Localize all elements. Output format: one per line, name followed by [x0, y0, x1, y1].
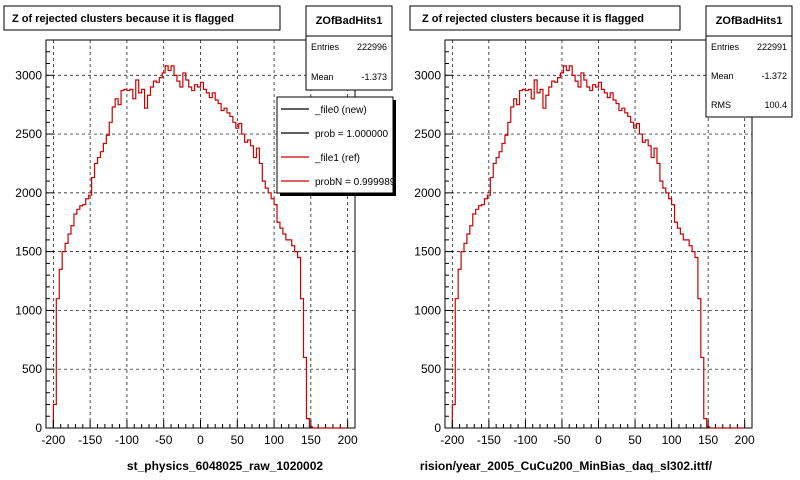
- x-tick-label: -200: [440, 433, 464, 447]
- y-tick-label: 0: [434, 421, 441, 435]
- stats-value: 222996: [357, 42, 387, 52]
- x-tick-label: 100: [662, 433, 682, 447]
- y-tick-label: 500: [421, 362, 441, 376]
- axes: -200 -150 -100 -50 0 50 100 150 2000500100015002…: [15, 51, 358, 447]
- histogram-line-ref: [52, 65, 348, 429]
- y-tick-label: 2000: [414, 186, 441, 200]
- axes: -200 -150 -100 -50 0 50 100 150 2000500100015002…: [414, 51, 755, 447]
- title-box: Z of rejected clusters because it is fla…: [3, 5, 281, 31]
- right-histogram-panel: -200 -150 -100 -50 0 50 100 150 2000500100015002…: [409, 5, 793, 473]
- x-tick-label: 50: [628, 433, 642, 447]
- stats-label: Mean: [311, 72, 334, 82]
- y-tick-label: 2500: [414, 127, 441, 141]
- y-tick-label: 1500: [414, 245, 441, 259]
- x-tick-label: -100: [115, 433, 139, 447]
- stats-label: Entries: [711, 42, 740, 52]
- grid: [46, 40, 355, 428]
- stats-box: ZOfBadHits1 Entries 222991 Mean -1.372 RMS 100…: [705, 5, 793, 118]
- chart-title: Z of rejected clusters because it is fla…: [422, 13, 644, 25]
- y-tick-label: 0: [35, 421, 42, 435]
- stats-label: Entries: [311, 42, 340, 52]
- x-tick-label: 200: [338, 433, 358, 447]
- legend-entry: probN = 0.999989: [315, 177, 396, 188]
- legend-entry: _file1 (ref): [314, 153, 360, 164]
- x-axis-label: rision/year_2005_CuCu200_MinBias_daq_sl3…: [420, 459, 713, 473]
- x-tick-label: -100: [513, 433, 537, 447]
- stats-label: Mean: [711, 71, 734, 81]
- x-tick-label: -50: [155, 433, 173, 447]
- stats-title: ZOfBadHits1: [316, 15, 383, 27]
- y-tick-label: 2000: [15, 186, 42, 200]
- stats-label: RMS: [711, 100, 731, 110]
- x-axis-label: st_physics_6048025_raw_1020002: [127, 459, 323, 473]
- stats-title: ZOfBadHits1: [716, 15, 783, 27]
- left-histogram-panel: -200 -150 -100 -50 0 50 100 150 2000500100015002…: [3, 5, 396, 473]
- x-tick-label: 150: [698, 433, 718, 447]
- stats-value: -1.373: [361, 72, 387, 82]
- y-tick-label: 2500: [15, 127, 42, 141]
- stats-value: 100.4: [764, 100, 787, 110]
- x-tick-label: -150: [78, 433, 102, 447]
- y-tick-label: 1000: [414, 303, 441, 317]
- x-tick-label: 100: [264, 433, 284, 447]
- chart-title: Z of rejected clusters because it is fla…: [12, 13, 234, 25]
- x-tick-label: 50: [231, 433, 245, 447]
- x-tick-label: -50: [553, 433, 571, 447]
- title-box: Z of rejected clusters because it is fla…: [409, 5, 681, 31]
- x-tick-label: 0: [197, 433, 204, 447]
- x-tick-label: -150: [477, 433, 501, 447]
- legend-box: _file0 (new) prob = 1.000000 _file1 (ref) p…: [276, 96, 396, 196]
- stats-box: ZOfBadHits1 Entries 222996 Mean -1.373: [305, 5, 393, 91]
- x-tick-label: 150: [301, 433, 321, 447]
- legend-entry: _file0 (new): [314, 105, 367, 116]
- legend-entry: prob = 1.000000: [315, 129, 389, 140]
- x-tick-label: 0: [595, 433, 602, 447]
- y-tick-label: 500: [22, 362, 42, 376]
- y-tick-label: 1000: [15, 303, 42, 317]
- y-tick-label: 3000: [414, 68, 441, 82]
- grid: [445, 40, 752, 428]
- x-tick-label: -200: [41, 433, 65, 447]
- y-tick-label: 1500: [15, 245, 42, 259]
- histogram-line: [451, 65, 745, 429]
- stats-value: -1.372: [761, 71, 787, 81]
- stats-value: 222991: [757, 42, 787, 52]
- x-tick-label: 200: [735, 433, 755, 447]
- y-tick-label: 3000: [15, 68, 42, 82]
